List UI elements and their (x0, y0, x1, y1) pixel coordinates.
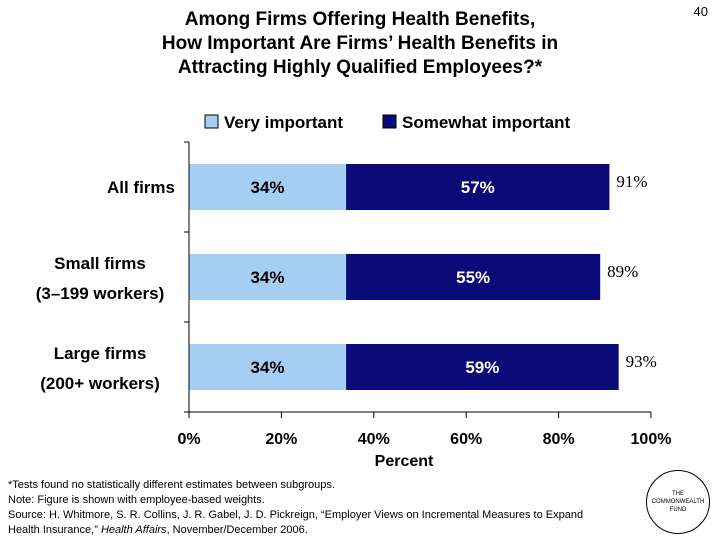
logo-line-2: COMMONWEALTH (651, 499, 705, 505)
category-label-0: All firms (107, 178, 175, 197)
footnote-tests: *Tests found no statistically different … (8, 479, 335, 491)
title-line-1: Among Firms Offering Health Benefits, (184, 9, 536, 30)
bar-value-label-1-1: 55% (456, 268, 490, 287)
footnote-source-1: Source: H. Whitmore, S. R. Collins, J. R… (8, 509, 584, 521)
bar-very-important-2 (189, 344, 347, 390)
footnote-note: Note: Figure is shown with employee-base… (8, 494, 265, 506)
legend-label-somewhat-important: Somewhat important (402, 113, 570, 132)
bar-value-label-1-0: 57% (461, 178, 495, 197)
x-tick-label-1: 20% (265, 431, 297, 448)
category-label-1-line-1: Small firms (54, 254, 146, 273)
x-axis-title: Percent (375, 453, 434, 470)
bar-somewhat-important-1 (346, 254, 601, 300)
logo-line-1: THE (672, 491, 684, 497)
total-label-0: 91% (616, 172, 647, 191)
footnotes: *Tests found no statistically different … (8, 478, 583, 538)
category-label-1-line-2: (3–199 workers) (36, 284, 165, 303)
legend-label-very-important: Very important (224, 113, 343, 132)
bar-value-label-1-2: 59% (465, 358, 499, 377)
x-tick-label-4: 80% (543, 431, 575, 448)
bar-somewhat-important-0 (346, 164, 610, 210)
logo-line-3: FUND (669, 507, 687, 513)
legend-swatch-somewhat-important (382, 114, 397, 129)
bar-very-important-1 (189, 254, 347, 300)
x-tick-label-5: 100% (631, 431, 672, 448)
footnote-source-2: Health Insurance,” Health Affairs, Novem… (8, 523, 583, 538)
bar-value-label-0-2: 34% (251, 358, 285, 377)
commonwealth-fund-logo: THE COMMONWEALTH FUND (646, 470, 710, 534)
source-post: , November/December 2006. (166, 524, 308, 536)
title-line-2: How Important Are Firms’ Health Benefits… (161, 33, 559, 54)
chart-title: Among Firms Offering Health Benefits, Ho… (60, 8, 660, 80)
bar-value-label-0-1: 34% (251, 268, 285, 287)
bar-value-label-0-0: 34% (251, 178, 285, 197)
source-pre: Health Insurance,” (8, 524, 101, 536)
x-tick-label-3: 60% (450, 431, 482, 448)
stacked-bar-chart: Very important Somewhat important 34% 57% 91… (36, 113, 672, 470)
x-tick-label-0: 0% (177, 431, 200, 448)
bar-somewhat-important-2 (346, 344, 619, 390)
total-label-1: 89% (607, 262, 638, 281)
category-label-2-line-1: Large firms (54, 344, 147, 363)
bar-very-important-0 (189, 164, 347, 210)
source-journal: Health Affairs (100, 524, 167, 536)
legend-swatch-very-important (204, 114, 219, 129)
total-label-2: 93% (626, 352, 657, 371)
title-line-3: Attracting Highly Qualified Employees?* (177, 57, 543, 78)
slide-number: 40 (693, 4, 708, 19)
category-label-2-line-2: (200+ workers) (40, 374, 160, 393)
x-tick-label-2: 40% (358, 431, 390, 448)
